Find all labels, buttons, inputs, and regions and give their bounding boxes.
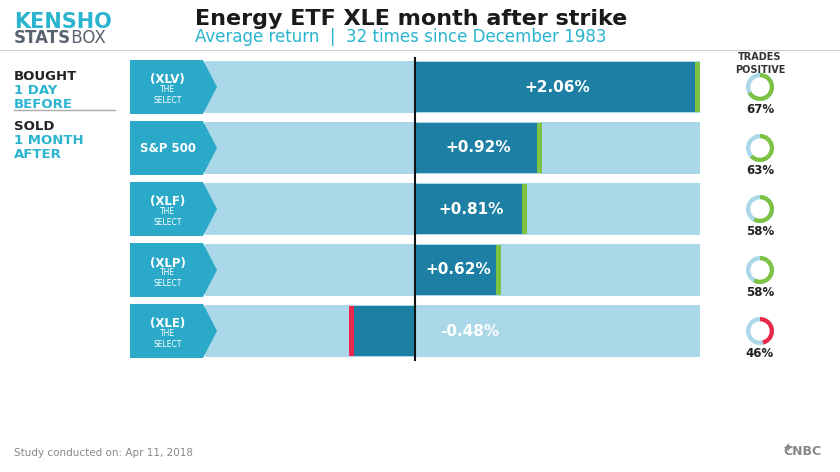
Bar [205,121,700,175]
Text: STATS: STATS [14,29,71,47]
Text: KENSHO: KENSHO [14,12,112,32]
Text: 1 MONTH: 1 MONTH [14,134,84,147]
Text: 58%: 58% [746,286,774,299]
Text: (XLP): (XLP) [150,256,186,270]
Bar [205,174,700,176]
Text: Energy ETF XLE month after strike: Energy ETF XLE month after strike [195,9,627,29]
Text: 63%: 63% [746,164,774,177]
Text: CNBC: CNBC [784,445,822,458]
Text: 46%: 46% [746,347,774,360]
Text: AFTER: AFTER [14,148,62,161]
Bar [205,181,700,183]
Bar [205,304,700,358]
Circle shape [751,322,769,340]
Wedge shape [746,195,774,223]
Wedge shape [748,73,774,101]
Bar [349,306,354,356]
Bar [205,182,700,236]
Text: BOUGHT: BOUGHT [14,70,77,83]
Bar [496,245,501,295]
Text: THE
SELECT: THE SELECT [154,268,181,288]
Text: (XLE): (XLE) [150,318,185,330]
Text: +0.81%: +0.81% [438,202,504,217]
Circle shape [751,139,769,157]
Circle shape [751,200,769,218]
Bar [522,184,527,234]
Text: 1 DAY: 1 DAY [14,84,57,97]
Text: -0.48%: -0.48% [440,323,500,338]
Text: Study conducted on: Apr 11, 2018: Study conducted on: Apr 11, 2018 [14,448,193,458]
Text: +0.62%: +0.62% [425,262,491,278]
Text: 58%: 58% [746,225,774,238]
Polygon shape [130,60,217,114]
Text: SOLD: SOLD [14,120,55,133]
Polygon shape [130,243,217,297]
Bar [205,120,700,122]
Polygon shape [130,304,217,358]
Wedge shape [750,134,774,162]
Bar [205,357,700,359]
Text: (XLV): (XLV) [150,74,185,86]
Wedge shape [746,73,774,101]
Bar [205,243,700,297]
Bar [205,59,700,61]
Bar [538,123,543,173]
Text: 67%: 67% [746,103,774,116]
Polygon shape [130,121,217,175]
Bar [415,184,527,234]
Text: BEFORE: BEFORE [14,98,73,111]
Bar [205,296,700,298]
Bar [695,62,700,112]
Bar [415,245,501,295]
Text: TRADES
POSITIVE: TRADES POSITIVE [735,52,785,75]
Text: +0.92%: +0.92% [446,141,512,155]
Text: BOX: BOX [66,29,106,47]
Circle shape [751,78,769,96]
Polygon shape [130,182,217,236]
Bar [349,306,415,356]
Wedge shape [746,134,774,162]
Text: ✦: ✦ [783,443,793,456]
Wedge shape [746,256,774,284]
Wedge shape [746,317,774,345]
Wedge shape [753,256,774,284]
Bar [205,242,700,244]
Bar [415,62,700,112]
Text: THE
SELECT: THE SELECT [154,207,181,227]
Bar [205,60,700,114]
Circle shape [751,261,769,279]
Bar [205,235,700,237]
Text: Average return  |  32 times since December 1983: Average return | 32 times since December… [195,28,606,46]
Bar [205,113,700,115]
Text: S&P 500: S&P 500 [139,142,196,154]
Wedge shape [753,195,774,223]
Bar [205,303,700,305]
Bar [415,123,543,173]
Text: +2.06%: +2.06% [525,79,591,94]
Text: THE
SELECT: THE SELECT [154,85,181,105]
Wedge shape [760,317,774,345]
Text: (XLF): (XLF) [150,195,185,209]
Text: THE
SELECT: THE SELECT [154,329,181,349]
